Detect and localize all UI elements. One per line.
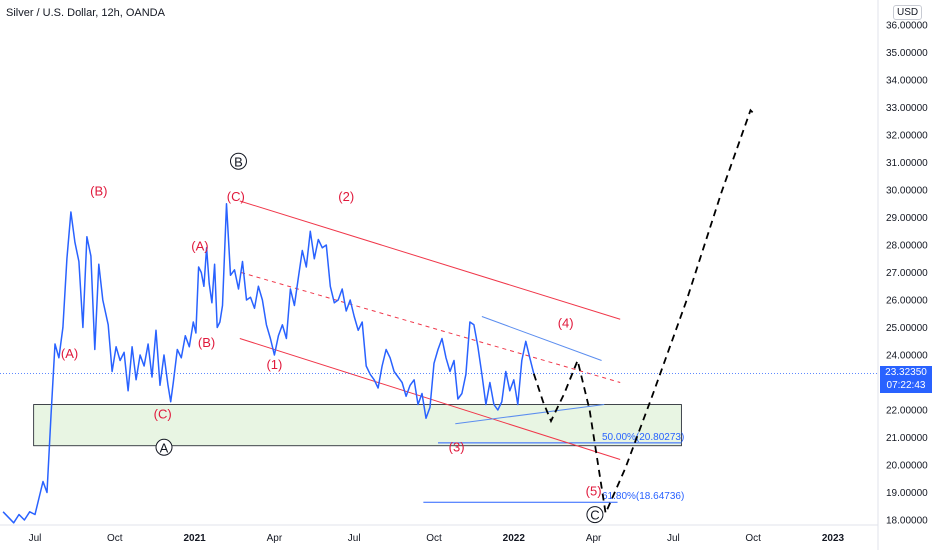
- x-tick-label: Oct: [107, 533, 123, 544]
- wave-label: (4): [558, 316, 574, 331]
- y-tick-label: 20.00000: [886, 461, 928, 472]
- wave-label: B: [234, 154, 243, 169]
- projection-layer: [532, 108, 757, 517]
- wave-label: (1): [266, 357, 282, 372]
- fib-level-label: 61.80%(18.64736): [602, 491, 684, 502]
- support-zone-layer: [33, 404, 682, 447]
- wave-label: (A): [191, 239, 208, 254]
- wave-label: (A): [61, 346, 78, 361]
- currency-badge[interactable]: USD: [893, 5, 923, 20]
- projection-path: [532, 108, 757, 517]
- y-tick-label: 35.00000: [886, 48, 928, 59]
- wave-label: A: [160, 440, 169, 455]
- fib-level-label: 50.00%(20.80273): [602, 432, 684, 443]
- support-zone-box: [33, 404, 682, 447]
- wave-label: (B): [90, 184, 107, 199]
- y-tick-label: 36.00000: [886, 21, 928, 32]
- y-tick-label: 28.00000: [886, 241, 928, 252]
- y-tick-label: 22.00000: [886, 406, 928, 417]
- y-tick-label: 21.00000: [886, 433, 928, 444]
- x-tick-label: 2023: [822, 533, 845, 544]
- x-tick-label: 2021: [183, 533, 206, 544]
- fib-levels-layer: 50.00%(20.80273) 61.80%(18.64736): [423, 432, 684, 503]
- wave-label: (5): [586, 483, 602, 498]
- x-tick-label: Oct: [745, 533, 761, 544]
- last-price-value: 23.32350: [885, 367, 927, 378]
- y-tick-label: 27.00000: [886, 268, 928, 279]
- symbol-title[interactable]: Silver / U.S. Dollar, 12h, OANDA: [6, 7, 165, 19]
- x-tick-label: Apr: [267, 533, 283, 544]
- wave-label: (3): [449, 439, 465, 454]
- y-tick-label: 29.00000: [886, 213, 928, 224]
- y-tick-label: 19.00000: [886, 488, 928, 499]
- y-tick-label: 33.00000: [886, 103, 928, 114]
- last-price-tag: 23.32350 07:22:43: [880, 366, 932, 393]
- x-tick-label: Jul: [348, 533, 361, 544]
- bar-countdown: 07:22:43: [886, 380, 926, 391]
- x-tick-label: Jul: [29, 533, 42, 544]
- triangle-line: [481, 316, 602, 361]
- channel-line: [241, 272, 621, 383]
- price-line-series: [2, 203, 535, 524]
- x-tick-label: Jul: [667, 533, 680, 544]
- wave-circle: [586, 506, 604, 524]
- wave-label: (2): [338, 189, 354, 204]
- y-tick-label: 18.00000: [886, 516, 928, 527]
- y-tick-label: 34.00000: [886, 76, 928, 87]
- y-tick-label: 30.00000: [886, 186, 928, 197]
- x-tick-label: 2022: [503, 533, 526, 544]
- wave-circle: [229, 152, 247, 170]
- y-tick-label: 32.00000: [886, 131, 928, 142]
- wave-labels-layer: (B) (A) (C) (A) (C) (B) (1) (2) (3) (4) (5) B A C: [61, 152, 604, 524]
- wave-label: (C): [227, 189, 245, 204]
- y-tick-label: 31.00000: [886, 158, 928, 169]
- x-tick-label: Oct: [426, 533, 442, 544]
- y-tick-label: 24.00000: [886, 351, 928, 362]
- channel-line: [239, 200, 621, 320]
- wave-label: (C): [154, 406, 172, 421]
- wave-label: C: [590, 508, 599, 523]
- wave-label: (B): [198, 335, 215, 350]
- y-tick-label: 25.00000: [886, 323, 928, 334]
- wave-circle: [155, 438, 173, 456]
- triangle-line: [455, 404, 605, 425]
- y-tick-label: 26.00000: [886, 296, 928, 307]
- x-tick-label: Apr: [586, 533, 602, 544]
- price-series-layer: [2, 203, 535, 524]
